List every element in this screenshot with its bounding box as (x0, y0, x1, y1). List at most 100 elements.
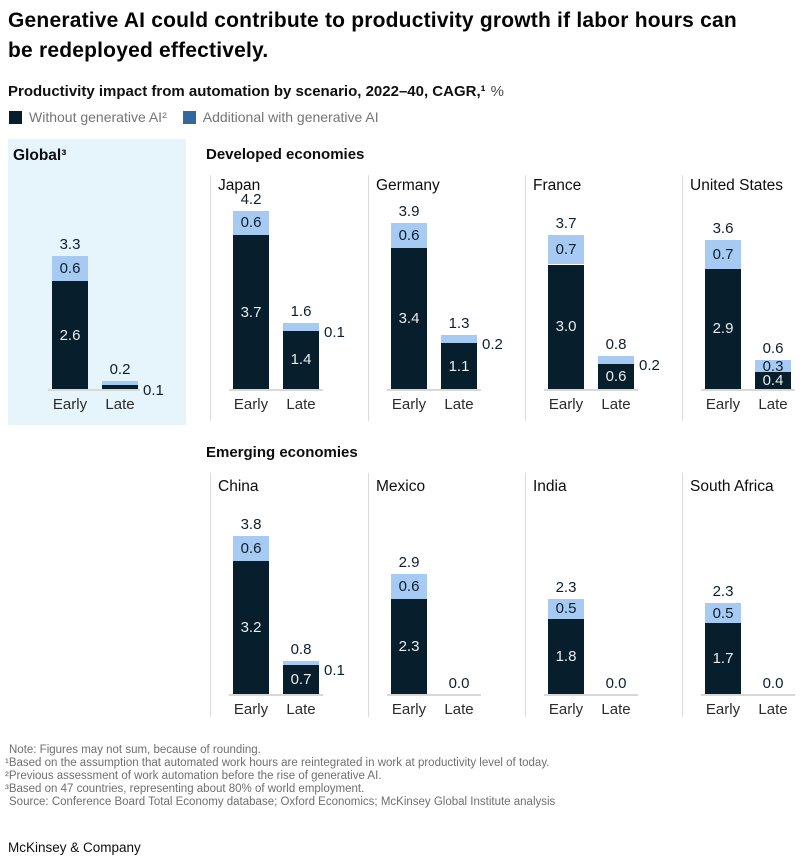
bar-segment-additional-genai (548, 598, 584, 620)
bar-segment-additional-genai (441, 335, 477, 344)
legend: Without generative AI² Additional with g… (9, 109, 379, 125)
footnote-3: ³Based on 47 countries, representing abo… (5, 782, 365, 795)
panel-title-mexico: Mexico (376, 478, 426, 495)
value-label-additional: 0.3 (762, 357, 784, 375)
panel-title-china: China (218, 478, 259, 495)
value-label-total: 3.8 (240, 516, 262, 534)
bar-segment-additional-genai (233, 536, 269, 562)
category-label-early: Early (391, 396, 427, 413)
value-label-without: 1.8 (555, 648, 577, 666)
category-label-early: Early (705, 396, 741, 413)
bar-segment-additional-genai (233, 210, 269, 236)
category-label-early: Early (548, 396, 584, 413)
panel-title-india: India (533, 478, 567, 495)
value-label-total: 3.9 (398, 203, 420, 220)
bar-segment-without-genai (705, 623, 741, 694)
value-label-total: 0.0 (762, 675, 784, 692)
bar-segment-additional-genai (705, 239, 741, 269)
bar-segment-without-genai (548, 264, 584, 389)
panel-divider (210, 473, 211, 717)
bar-segment-without-genai (283, 664, 319, 694)
bar-segment-without-genai (233, 561, 269, 694)
category-label-late: Late (444, 396, 474, 413)
legend-swatch-blue-icon (182, 110, 196, 124)
legend-label-without-genai: Without generative AI² (29, 109, 167, 125)
value-label-additional: 0.2 (639, 356, 660, 374)
panel-divider (525, 473, 526, 717)
bar-segment-without-genai (548, 619, 584, 694)
footnotes: Note: Figures may not sum, because of ro… (5, 744, 785, 809)
panel-title-south-africa: South Africa (690, 478, 774, 495)
category-label-early: Early (233, 396, 269, 413)
panel-divider (682, 175, 683, 421)
axis-baseline (701, 389, 795, 391)
footnote-note: Note: Figures may not sum, because of ro… (9, 744, 261, 756)
bar-segment-additional-genai (598, 355, 634, 365)
axis-baseline (544, 389, 638, 391)
value-label-total: 2.3 (712, 582, 734, 600)
panel-divider (210, 175, 211, 421)
exhibit-title: Generative AI could contribute to produc… (8, 6, 788, 66)
legend-label-additional-genai: Additional with generative AI (202, 109, 379, 125)
bar-segment-without-genai (441, 343, 477, 389)
category-label-early: Early (233, 701, 269, 718)
value-label-total: 0.0 (605, 675, 627, 692)
value-label-total: 0.8 (605, 335, 627, 353)
value-label-total: 0.6 (762, 339, 784, 357)
bar-segment-without-genai (598, 364, 634, 389)
category-label-late: Late (758, 396, 788, 413)
legend-swatch-dark-icon (9, 110, 22, 124)
value-label-additional: 0.1 (143, 381, 164, 399)
value-label-without: 2.3 (398, 637, 420, 655)
value-label-additional: 0.5 (555, 600, 577, 618)
value-label-total: 1.3 (448, 315, 470, 333)
panel-divider (682, 473, 683, 717)
value-label-without: 3.4 (398, 309, 420, 327)
exhibit-title-line2: be redeployed effectively. (8, 39, 269, 62)
bar-segment-additional-genai (391, 573, 427, 599)
bar-segment-additional-genai (705, 602, 741, 624)
category-label-late: Late (601, 396, 631, 413)
category-label-late: Late (601, 701, 631, 718)
footnote-source: Source: Conference Board Total Economy d… (9, 795, 556, 808)
category-label-late: Late (758, 701, 788, 718)
bar-segment-additional-genai (52, 256, 88, 282)
mckinsey-company-logo: McKinsey & Company (8, 840, 141, 855)
value-label-additional: 0.7 (555, 241, 577, 259)
axis-baseline (387, 694, 481, 696)
footnote-2: ²Previous assessment of work automation … (5, 769, 382, 782)
category-label-early: Early (705, 701, 741, 718)
category-label-late: Late (286, 701, 316, 718)
legend-item-without-genai: Without generative AI² (9, 109, 167, 125)
value-label-without: 1.1 (448, 357, 470, 375)
bar-segment-additional-genai (102, 380, 138, 385)
bar-segment-additional-genai (283, 660, 319, 665)
exhibit-title-line1: Generative AI could contribute to produc… (8, 9, 737, 32)
value-label-total: 3.6 (712, 219, 734, 237)
value-label-additional: 0.5 (712, 604, 734, 622)
axis-baseline (387, 389, 481, 391)
panel-divider (368, 175, 369, 421)
value-label-additional: 0.6 (240, 214, 262, 232)
category-label-early: Early (548, 701, 584, 718)
bar-segment-without-genai (705, 268, 741, 389)
bar-segment-additional-genai (283, 322, 319, 331)
bar-segment-additional-genai (548, 235, 584, 265)
chart-subtitle-unit: % (490, 83, 504, 100)
value-label-total: 4.2 (240, 190, 262, 208)
category-label-early: Early (52, 396, 88, 413)
panel-title-global: Global³ (13, 147, 67, 164)
axis-baseline (544, 694, 638, 696)
axis-baseline (229, 389, 323, 391)
panel-title-france: France (533, 177, 582, 194)
value-label-without: 2.9 (712, 320, 734, 338)
value-label-without: 2.6 (59, 326, 81, 344)
value-label-additional: 0.6 (240, 540, 262, 558)
value-label-without: 3.0 (555, 318, 577, 336)
global-panel-background (8, 139, 186, 425)
value-label-additional: 0.1 (324, 323, 345, 341)
axis-baseline (701, 694, 795, 696)
legend-item-additional-genai: Additional with generative AI (182, 109, 379, 125)
bar-segment-without-genai (391, 247, 427, 389)
category-label-late: Late (286, 396, 316, 413)
